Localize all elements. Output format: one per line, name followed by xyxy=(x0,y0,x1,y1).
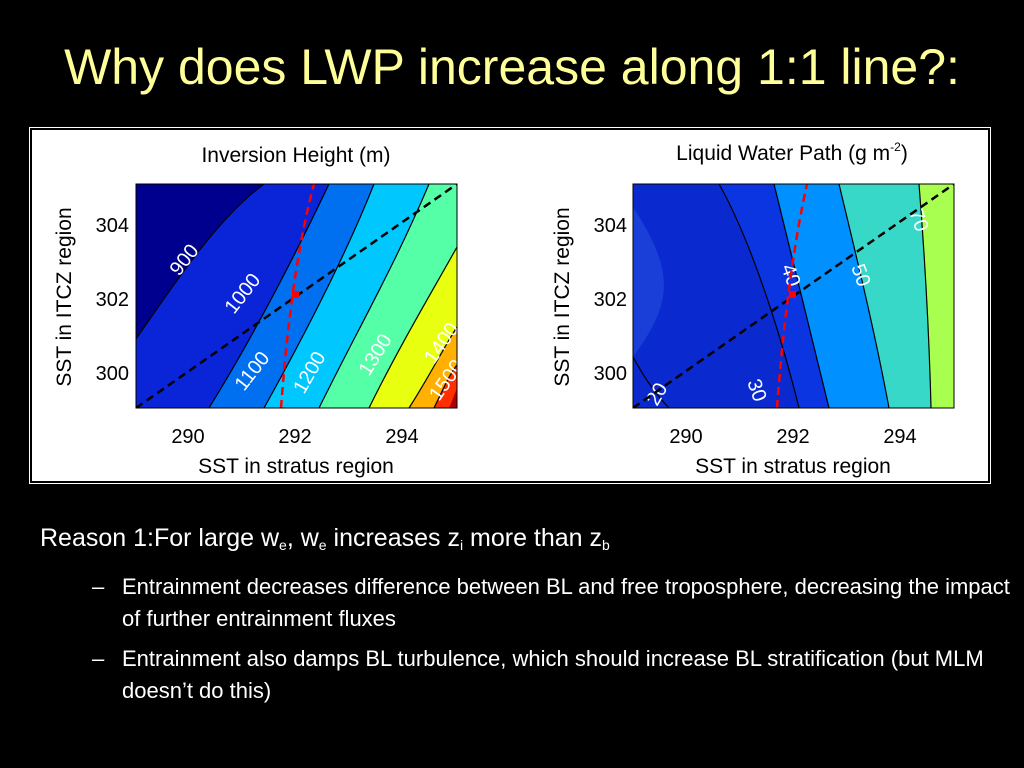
right-chart: Liquid Water Path (g m-2) 20 xyxy=(551,140,955,478)
right-xlabel: SST in stratus region xyxy=(695,455,891,478)
slide-title: Why does LWP increase along 1:1 line?: xyxy=(64,39,960,95)
left-chart: Inversion Height (m) xyxy=(53,144,458,478)
left-ytick: 302 xyxy=(96,289,129,311)
bullet-reason-1: Reason 1:For large we, we increases zi m… xyxy=(40,524,610,553)
left-marker xyxy=(292,291,299,298)
right-chart-title: Liquid Water Path (g m-2) xyxy=(676,140,908,165)
left-ytick: 300 xyxy=(96,363,129,385)
right-band-30 xyxy=(633,184,799,408)
bullet-list: Reason 1:For large we, we increases zi m… xyxy=(40,520,1010,707)
right-ytick: 300 xyxy=(594,363,627,385)
left-xtick: 294 xyxy=(385,426,418,448)
right-xtick: 294 xyxy=(883,426,916,448)
subbullet-text: Entrainment decreases difference between… xyxy=(122,574,1010,631)
contour-figure: Inversion Height (m) xyxy=(30,128,990,483)
subbullet-entrainment-2: – Entrainment also damps BL turbulence, … xyxy=(92,643,1010,707)
subbullet-entrainment-1: – Entrainment decreases difference betwe… xyxy=(92,571,1010,635)
bullet-dash: – xyxy=(92,574,105,599)
left-ytick: 304 xyxy=(96,215,129,237)
right-max-line xyxy=(775,184,809,408)
left-xlabel: SST in stratus region xyxy=(198,455,394,478)
left-band-1700 xyxy=(449,389,457,408)
subbullet-text: Entrainment also damps BL turbulence, wh… xyxy=(122,646,984,703)
bullet-dash: – xyxy=(92,646,105,671)
left-chart-title: Inversion Height (m) xyxy=(201,144,390,167)
right-xtick: 292 xyxy=(776,426,809,448)
right-marker xyxy=(789,291,796,298)
left-xtick: 292 xyxy=(278,426,311,448)
figure-panel: Inversion Height (m) xyxy=(29,127,991,484)
right-ylabel: SST in ITCZ region xyxy=(551,207,574,386)
right-ytick: 304 xyxy=(594,215,627,237)
right-band-70 xyxy=(919,184,954,408)
left-ylabel: SST in ITCZ region xyxy=(53,207,76,386)
left-xtick: 290 xyxy=(171,426,204,448)
right-xtick: 290 xyxy=(669,426,702,448)
left-max-line xyxy=(279,184,316,408)
right-ytick: 302 xyxy=(594,289,627,311)
